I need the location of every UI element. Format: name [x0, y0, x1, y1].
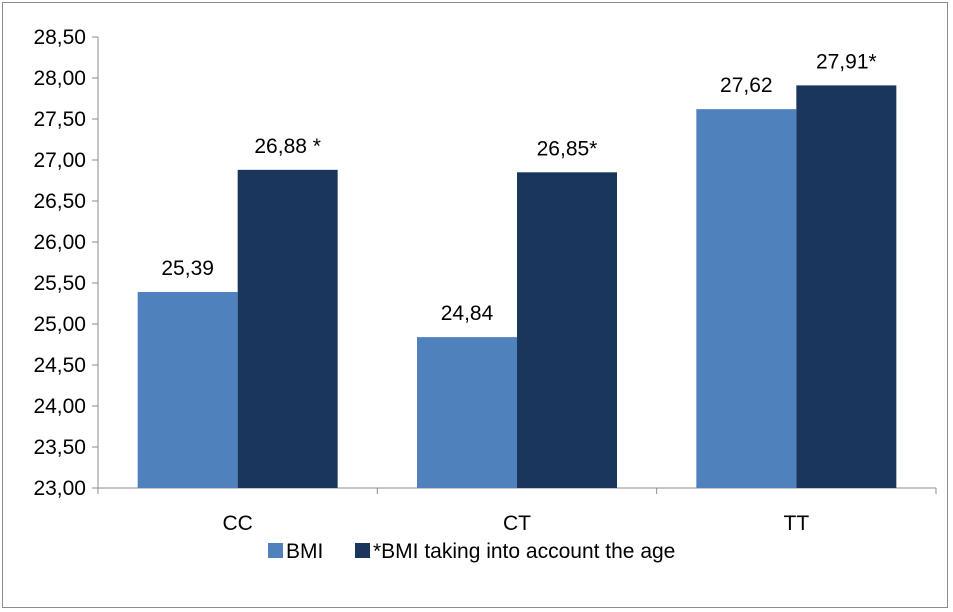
x-axis: CC CT TT: [97, 487, 937, 535]
y-tick-label: 23,50: [33, 436, 86, 459]
bar-bmi-age-adjusted: [517, 172, 617, 489]
bar-bmi-age-adjusted: [796, 85, 897, 488]
y-tick-label: 26,50: [33, 190, 86, 213]
legend-swatch: [268, 543, 283, 558]
data-label: 27,91*: [816, 50, 877, 73]
y-tick-label: 27,00: [33, 149, 86, 172]
data-label: 27,62: [720, 74, 773, 97]
bar-bmi-age-adjusted: [237, 169, 338, 488]
data-labels: 25,39 26,88 * 24,84 26,85* 27,62 27,91*: [161, 50, 876, 325]
data-label: 25,39: [161, 257, 214, 280]
y-tick-label: 24,00: [33, 395, 86, 418]
y-tick-label: 28,50: [33, 26, 86, 49]
y-tick-label: 25,00: [33, 313, 86, 336]
y-tick-label: 28,00: [33, 67, 86, 90]
legend-label: BMI: [286, 540, 323, 563]
data-label: 26,88 *: [254, 135, 321, 158]
legend-swatch: [355, 543, 370, 558]
y-tick-label: 27,50: [33, 108, 86, 131]
bar-bmi: [417, 337, 517, 488]
y-tick-label: 26,00: [33, 231, 86, 254]
bars: [137, 85, 897, 489]
y-tick-label: 25,50: [33, 272, 86, 295]
data-label: 24,84: [441, 302, 494, 325]
legend-label: *BMI taking into account the age: [373, 540, 675, 563]
y-tick-label: 23,00: [33, 477, 86, 500]
x-category-label: CT: [503, 512, 531, 535]
y-axis: 23,00 23,50 24,00 24,50 25,00 25,50 26,00 26,50…: [33, 26, 99, 500]
bar-bmi: [137, 292, 238, 488]
data-label: 26,85*: [537, 137, 598, 160]
y-tick-label: 24,50: [33, 354, 86, 377]
legend: BMI *BMI taking into account the age: [268, 540, 675, 563]
bar-bmi: [696, 109, 797, 488]
x-category-label: TT: [784, 512, 810, 535]
x-category-label: CC: [222, 512, 252, 535]
